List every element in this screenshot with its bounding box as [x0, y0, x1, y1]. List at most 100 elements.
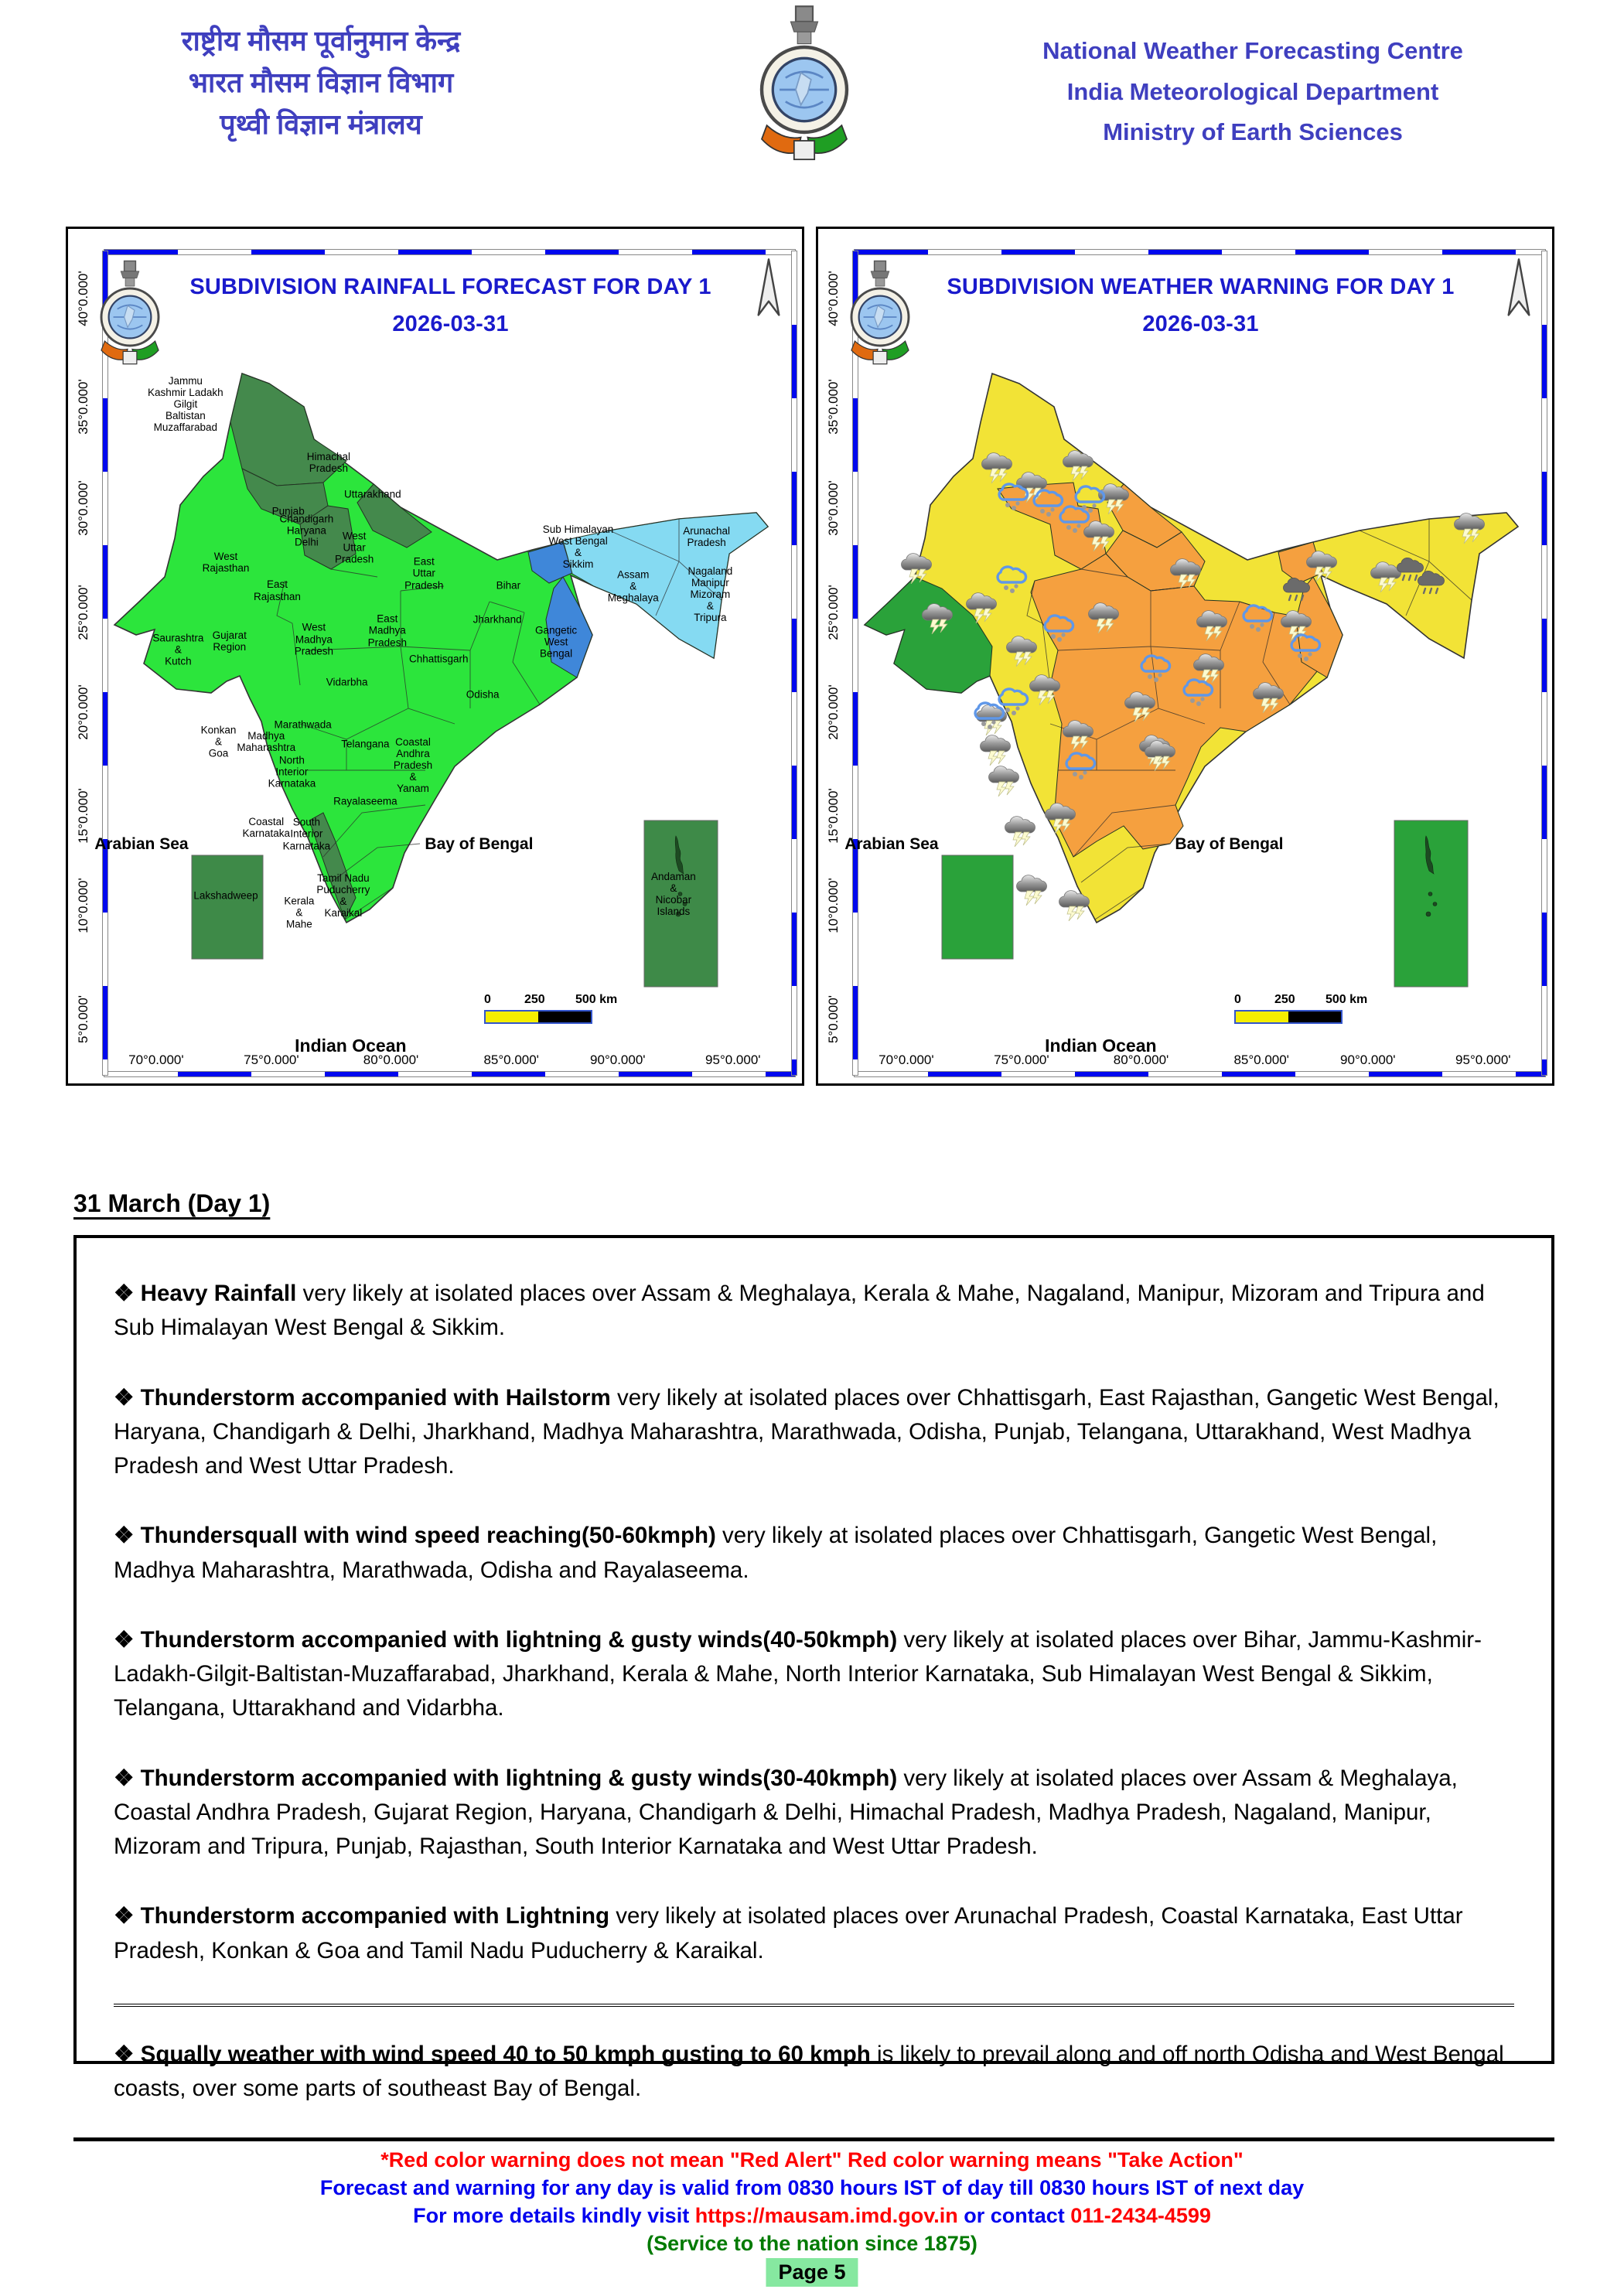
- weather-warning-map: SUBDIVISION WEATHER WARNING FOR DAY 1 20…: [816, 227, 1554, 1086]
- map-title-line1: SUBDIVISION WEATHER WARNING FOR DAY 1: [947, 275, 1455, 299]
- longitude-tick: 80°0.000': [363, 1052, 419, 1067]
- bulletin-item: ❖ Thunderstorm accompanied with lightnin…: [114, 1762, 1514, 1864]
- latitude-tick: 10°0.000': [76, 878, 90, 933]
- bulletin-item: ❖ Thunderstorm accompanied with Hailstor…: [114, 1381, 1514, 1484]
- longitude-tick: 90°0.000': [590, 1052, 646, 1067]
- page-number-badge: Page 5: [766, 2258, 858, 2287]
- latitude-tick: 40°0.000': [826, 270, 841, 326]
- map-title-date: 2026-03-31: [1142, 311, 1259, 336]
- longitude-tick: 85°0.000': [1233, 1052, 1289, 1067]
- imd-logo-icon: [759, 5, 849, 161]
- scale-0: 0: [484, 993, 491, 1006]
- scale-500: 500 km: [1325, 993, 1368, 1006]
- bulletin-item-lead: ❖ Thunderstorm accompanied with lightnin…: [114, 1765, 898, 1791]
- map-title: SUBDIVISION RAINFALL FORECAST FOR DAY 1 …: [184, 269, 717, 343]
- subdivision-patch-saurashtra_kutch: [864, 576, 993, 694]
- subdivision-patch-andaman: [643, 820, 718, 988]
- org-name-hindi-line2: भारत मौसम विज्ञान विभाग: [188, 67, 454, 98]
- org-name-hindi-line1: राष्ट्रीय मौसम पूर्वानुमान केन्द्र: [181, 25, 461, 56]
- subdivision-patch-andaman: [1394, 820, 1469, 988]
- scale-250: 250: [1274, 993, 1295, 1006]
- bulletin-item-text: is likely to prevail along and off north…: [114, 2041, 1504, 2101]
- andaman-islands-art: [1424, 835, 1438, 917]
- org-name-en-line1: National Weather Forecasting Centre: [1042, 37, 1463, 64]
- map-title-date: 2026-03-31: [392, 311, 509, 336]
- latitude-tick: 35°0.000': [826, 379, 841, 435]
- bulletin-item-lead: ❖ Thundersquall with wind speed reaching…: [114, 1523, 716, 1549]
- longitude-tick: 75°0.000': [994, 1052, 1049, 1067]
- bulletin-item: ❖ Thunderstorm accompanied with lightnin…: [114, 1623, 1514, 1726]
- footer-validity-note: Forecast and warning for any day is vali…: [319, 2176, 1305, 2199]
- map-title-line1: SUBDIVISION RAINFALL FORECAST FOR DAY 1: [189, 275, 711, 299]
- subdivision-patch-subhim_wb: [527, 541, 573, 584]
- scale-500: 500 km: [575, 993, 618, 1006]
- subdivision-patch-jk: [230, 373, 347, 486]
- longitude-tick: 95°0.000': [1455, 1052, 1511, 1067]
- scale-250: 250: [524, 993, 545, 1006]
- longitude-tick: 80°0.000': [1113, 1052, 1169, 1067]
- footer-text: For more details kindly visit: [413, 2204, 695, 2227]
- latitude-tick: 5°0.000': [826, 995, 841, 1044]
- india-subdivision-map: [863, 372, 1520, 988]
- latitude-tick: 15°0.000': [826, 788, 841, 844]
- andaman-islands-art: [674, 835, 687, 917]
- bulletin-item-lead: ❖ Thunderstorm accompanied with Lightnin…: [114, 1903, 610, 1929]
- bulletin-item-lead: ❖ Thunderstorm accompanied with lightnin…: [114, 1626, 898, 1653]
- subdivision-boundaries: [1026, 519, 1472, 920]
- longitude-tick: 70°0.000': [128, 1052, 184, 1067]
- org-name-en-line2: India Meteorological Department: [1066, 77, 1439, 105]
- latitude-tick: 30°0.000': [826, 480, 841, 537]
- footer-phone-number: 011-2434-4599: [1070, 2204, 1211, 2227]
- north-arrow-icon: [756, 257, 782, 320]
- bulletin-item-text: very likely at isolated places over Biha…: [114, 1626, 1482, 1721]
- org-name-english: National Weather Forecasting Centre Indi…: [974, 31, 1531, 153]
- imd-logo-small: [838, 260, 922, 374]
- latitude-tick: 5°0.000': [76, 995, 90, 1044]
- org-name-hindi: राष्ट्रीय मौसम पूर्वानुमान केन्द्र भारत …: [70, 20, 572, 145]
- footer-text: or contact: [957, 2204, 1071, 2227]
- latitude-tick: 25°0.000': [76, 585, 90, 640]
- scale-bar-graphic: [484, 1010, 592, 1024]
- scale-0: 0: [1234, 993, 1241, 1006]
- bulletin-box: ❖ Heavy Rainfall very likely at isolated…: [73, 1235, 1554, 2101]
- footer-service-note: (Service to the nation since 1875): [647, 2232, 977, 2255]
- longitude-tick: 85°0.000': [483, 1052, 539, 1067]
- scale-bar-graphic: [1234, 1010, 1343, 1024]
- scale-bar: 0 250 500 km: [484, 993, 619, 1024]
- subdivision-patch-lakshadweep: [941, 855, 1014, 960]
- bulletin-item: ❖ Heavy Rainfall very likely at isolated…: [114, 1277, 1514, 1346]
- footer-contact-note: For more details kindly visit https://ma…: [0, 2204, 1624, 2228]
- subdivision-patch-gangetic_wb: [545, 576, 593, 678]
- imd-logo: [746, 5, 862, 175]
- latitude-tick: 10°0.000': [826, 878, 841, 933]
- bulletin-item: ❖ Squally weather with wind speed 40 to …: [114, 2038, 1514, 2107]
- rainfall-forecast-map: SUBDIVISION RAINFALL FORECAST FOR DAY 1 …: [66, 227, 804, 1086]
- subdivision-patch-uttarakhand: [357, 483, 432, 548]
- north-arrow-icon: [1506, 257, 1532, 320]
- bulletin-item-text: very likely at isolated places over Chha…: [114, 1523, 1438, 1583]
- scale-bar: 0 250 500 km: [1234, 993, 1370, 1024]
- longitude-tick: 95°0.000': [705, 1052, 761, 1067]
- longitude-tick: 70°0.000': [879, 1052, 934, 1067]
- subdivision-boundaries: [276, 519, 722, 920]
- bulletin-item-text: very likely at isolated places over Assa…: [114, 1765, 1458, 1860]
- latitude-tick: 20°0.000': [76, 684, 90, 741]
- bulletin-item-lead: ❖ Thunderstorm accompanied with Hailstor…: [114, 1384, 611, 1411]
- bulletin-item: ❖ Thundersquall with wind speed reaching…: [114, 1519, 1514, 1588]
- footer-website-link[interactable]: https://mausam.imd.gov.in: [694, 2204, 958, 2227]
- subdivision-patch-lakshadweep: [191, 855, 264, 960]
- imd-logo-small: [88, 260, 172, 374]
- footer-red-warning-note: *Red color warning does not mean "Red Al…: [380, 2148, 1244, 2171]
- bulletin-item-lead: ❖ Squally weather with wind speed 40 to …: [114, 2041, 871, 2067]
- longitude-tick: 90°0.000': [1340, 1052, 1396, 1067]
- latitude-tick: 30°0.000': [76, 480, 90, 537]
- subdivision-patch-northeast: [562, 512, 769, 659]
- bulletin-divider: [114, 2003, 1514, 2007]
- map-title: SUBDIVISION WEATHER WARNING FOR DAY 1 20…: [934, 269, 1467, 343]
- subdivision-patch-haryana: [299, 505, 357, 570]
- latitude-tick: 35°0.000': [76, 379, 90, 435]
- org-name-hindi-line3: पृथ्वी विज्ञान मंत्रालय: [220, 108, 422, 140]
- latitude-tick: 15°0.000': [76, 788, 90, 844]
- latitude-tick: 20°0.000': [826, 684, 841, 741]
- org-name-en-line3: Ministry of Earth Sciences: [1103, 118, 1403, 146]
